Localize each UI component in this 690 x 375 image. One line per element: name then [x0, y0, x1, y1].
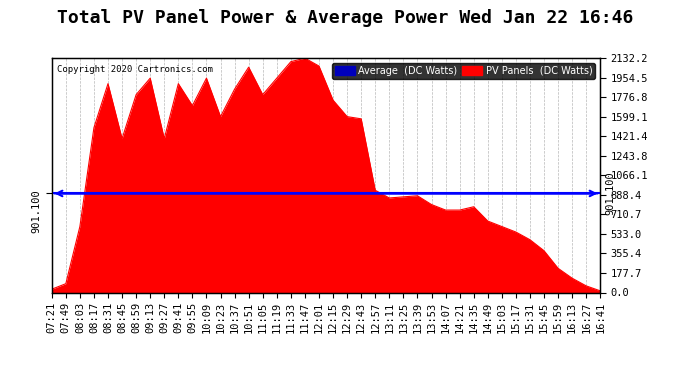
Legend: Average  (DC Watts), PV Panels  (DC Watts): Average (DC Watts), PV Panels (DC Watts)	[332, 63, 595, 79]
Text: 901.100: 901.100	[606, 172, 615, 215]
Text: Copyright 2020 Cartronics.com: Copyright 2020 Cartronics.com	[57, 65, 213, 74]
Text: Total PV Panel Power & Average Power Wed Jan 22 16:46: Total PV Panel Power & Average Power Wed…	[57, 9, 633, 27]
